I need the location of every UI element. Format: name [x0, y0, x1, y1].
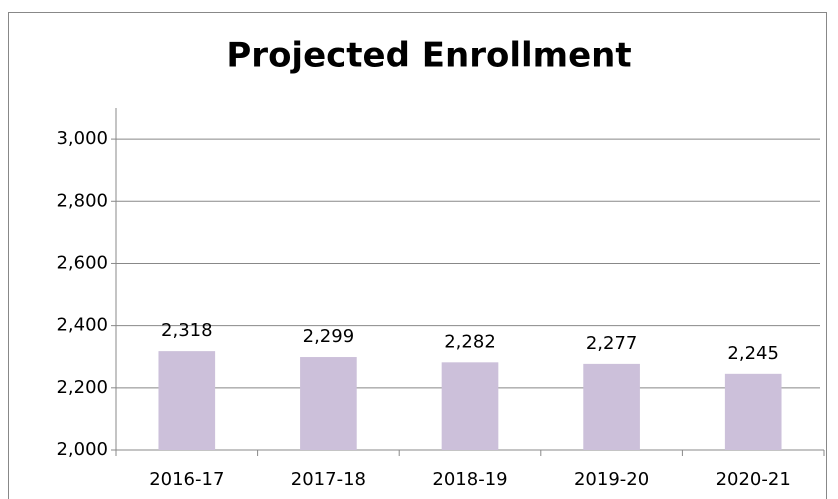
data-label: 2,299 — [303, 326, 355, 347]
bar — [158, 351, 216, 450]
x-tick-label: 2019-20 — [574, 469, 649, 490]
bar — [724, 373, 782, 450]
data-label: 2,245 — [727, 343, 779, 364]
x-tick-label: 2016-17 — [149, 469, 224, 490]
bar — [441, 362, 499, 450]
x-tick-label: 2017-18 — [291, 469, 366, 490]
y-tick-label: 3,000 — [56, 128, 108, 149]
x-tick-label: 2020-21 — [716, 469, 791, 490]
y-tick-label: 2,800 — [56, 190, 108, 211]
y-tick-label: 2,400 — [56, 315, 108, 336]
y-tick-label: 2,200 — [56, 377, 108, 398]
data-label: 2,318 — [161, 320, 213, 341]
x-tick-label: 2018-19 — [432, 469, 507, 490]
bar — [583, 363, 640, 450]
chart-border — [8, 12, 827, 499]
y-tick-label: 2,600 — [56, 252, 108, 273]
chart-title: Projected Enrollment — [226, 36, 631, 76]
data-label: 2,282 — [444, 331, 496, 352]
bar — [300, 357, 357, 450]
y-tick-label: 2,000 — [56, 439, 108, 460]
data-label: 2,277 — [586, 333, 638, 354]
